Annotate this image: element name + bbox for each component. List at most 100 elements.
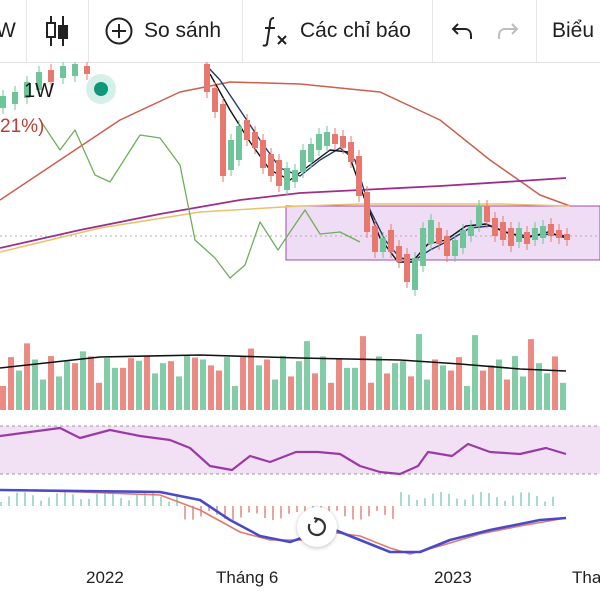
candle-body xyxy=(36,72,42,90)
candle-body xyxy=(412,258,418,290)
macd-histogram-bar xyxy=(552,496,554,506)
volume-bar xyxy=(504,379,510,410)
reset-icon xyxy=(307,516,326,537)
macd-histogram-bar xyxy=(456,498,458,506)
volume-bar xyxy=(64,361,70,410)
volume-bar xyxy=(80,351,86,410)
candle-body xyxy=(476,206,482,226)
macd-histogram-bar xyxy=(104,492,106,506)
candle-body xyxy=(308,144,314,162)
undo-button[interactable] xyxy=(450,0,474,62)
redo-button[interactable] xyxy=(496,0,520,62)
macd-histogram-bar xyxy=(360,506,362,520)
volume-bar xyxy=(336,358,342,410)
volume-bar xyxy=(552,356,558,410)
candle-body xyxy=(72,64,78,76)
x-axis-label-2023: 2023 xyxy=(434,568,472,587)
macd-histogram-bar xyxy=(288,506,290,514)
volume-bar xyxy=(56,376,62,410)
macd-histogram-bar xyxy=(128,500,130,506)
ma-red-line xyxy=(0,81,571,207)
macd-histogram-bar xyxy=(272,506,274,520)
candle-body xyxy=(372,226,378,252)
macd-histogram-bar xyxy=(296,506,298,513)
volume-bar xyxy=(376,356,382,410)
macd-histogram-bar xyxy=(368,506,370,517)
volume-bar xyxy=(424,379,430,410)
candle-body xyxy=(364,192,370,232)
candle-body xyxy=(356,156,362,196)
macd-histogram-bar xyxy=(72,494,74,506)
candle-body xyxy=(420,228,426,266)
rsi-band xyxy=(0,426,600,474)
candle-body xyxy=(452,240,458,256)
candle-body xyxy=(244,120,250,140)
volume-bar xyxy=(488,365,494,410)
candle-body xyxy=(0,96,6,108)
candle-body xyxy=(84,66,90,74)
volume-bar xyxy=(368,382,374,410)
reset-chart-button[interactable] xyxy=(297,507,337,547)
candle-body xyxy=(204,64,210,92)
volume-bar xyxy=(328,382,334,410)
volume-bar xyxy=(536,363,542,410)
volume-bar xyxy=(0,386,6,410)
volume-bar xyxy=(512,356,518,410)
volume-bar xyxy=(280,356,286,410)
toolbar: W So sánh Các chỉ báo xyxy=(0,0,600,63)
volume-bar xyxy=(528,339,534,410)
candle-body xyxy=(548,224,554,236)
candle-body xyxy=(524,232,530,244)
price-chart[interactable] xyxy=(0,62,600,600)
macd-histogram-bar xyxy=(344,506,346,517)
candle-body xyxy=(276,160,282,186)
volume-bar xyxy=(432,359,438,410)
chart-type-button[interactable]: Biểu xyxy=(552,0,594,62)
x-axis-label-thang-6: Tháng 6 xyxy=(216,568,279,587)
macd-histogram-bar xyxy=(520,492,522,506)
volume-bar xyxy=(560,382,566,410)
macd-histogram-bar xyxy=(392,506,394,520)
compare-button[interactable]: So sánh xyxy=(104,0,221,62)
candle-body xyxy=(564,234,570,240)
volume-bar xyxy=(472,335,478,410)
macd-histogram-bar xyxy=(112,493,114,506)
macd-histogram-bar xyxy=(440,492,442,506)
macd-histogram-bar xyxy=(544,501,546,506)
macd-histogram-bar xyxy=(336,506,338,511)
candle-body xyxy=(556,230,562,238)
candle-body xyxy=(460,230,466,248)
divider xyxy=(432,0,433,62)
macd-histogram-bar xyxy=(24,492,26,506)
divider xyxy=(536,0,537,62)
candle-body xyxy=(484,206,490,222)
live-indicator xyxy=(86,74,116,104)
macd-histogram-bar xyxy=(136,495,138,506)
volume-bar xyxy=(392,363,398,410)
macd-histogram-bar xyxy=(144,492,146,506)
volume-bar xyxy=(88,356,94,410)
chart-area[interactable] xyxy=(0,62,600,600)
chart-style-button[interactable] xyxy=(44,0,72,62)
redo-icon xyxy=(498,23,519,39)
interval-button[interactable]: W xyxy=(0,0,26,62)
volume-bar xyxy=(496,359,502,410)
volume-bar xyxy=(360,336,366,410)
volume-bar xyxy=(384,373,390,410)
macd-histogram-bar xyxy=(432,493,434,506)
macd-histogram-bar xyxy=(48,497,50,506)
macd-histogram-bar xyxy=(232,506,234,520)
macd-histogram-bar xyxy=(512,495,514,506)
candle-body xyxy=(324,132,330,146)
volume-bar xyxy=(168,361,174,410)
macd-histogram-bar xyxy=(120,497,122,506)
macd-histogram-bar xyxy=(400,492,402,506)
indicators-button[interactable]: Các chỉ báo xyxy=(260,0,411,62)
candle-body xyxy=(332,134,338,144)
candle-body xyxy=(404,254,410,282)
candle-body xyxy=(228,140,234,170)
macd-histogram-bar xyxy=(496,497,498,506)
volume-bar xyxy=(256,365,262,410)
macd-histogram-bar xyxy=(488,493,490,506)
macd-histogram-bar xyxy=(160,496,162,506)
